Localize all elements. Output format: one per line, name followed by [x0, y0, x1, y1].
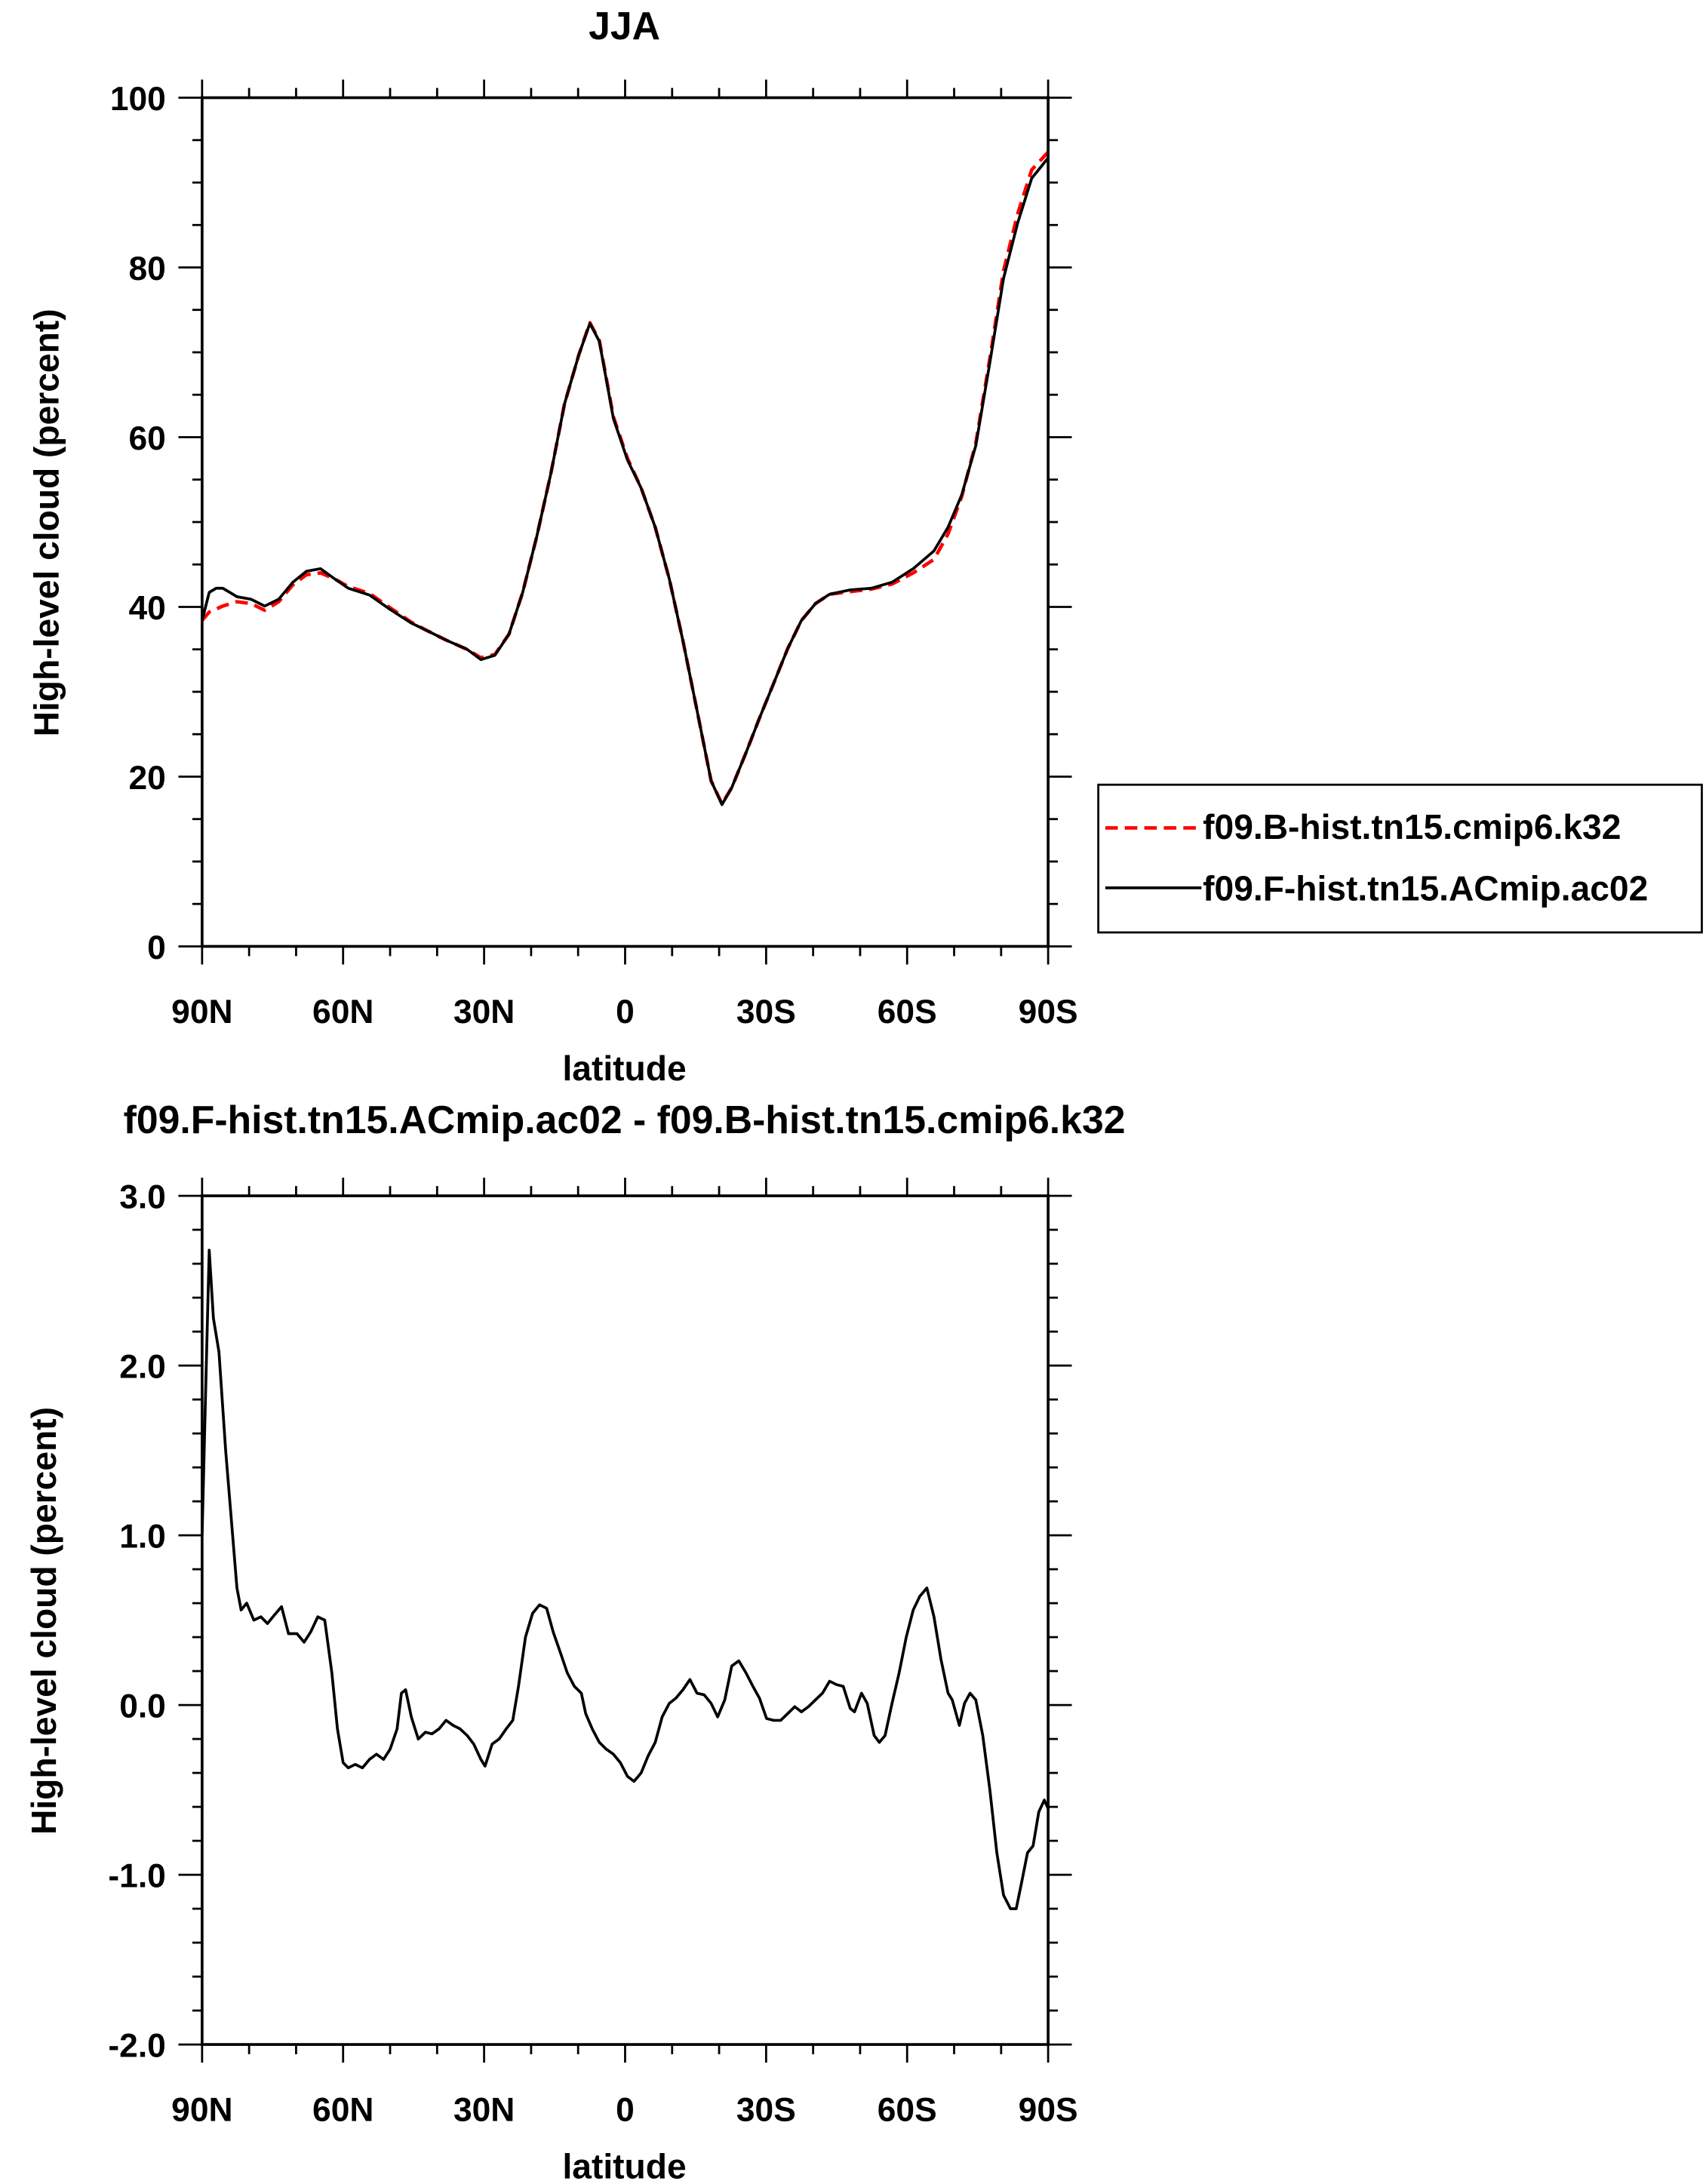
x-tick-label: 60N	[312, 994, 373, 1031]
y-tick-label: 40	[129, 590, 166, 627]
bottom-chart-title: f09.F-hist.tn15.ACmip.ac02 - f09.B-hist.…	[124, 1098, 1126, 1141]
x-tick-label: 30S	[736, 2092, 796, 2129]
y-tick-label: 60	[129, 420, 166, 457]
x-tick-label: 90S	[1019, 994, 1078, 1031]
bottom-x-axis-label: latitude	[562, 2146, 686, 2184]
x-tick-label: 60S	[878, 994, 937, 1031]
y-tick-label: 80	[129, 250, 166, 287]
top-panel: JJA 90N 60N 30N 0 30S 60S 90S 0 20 40 60 80 100 lati…	[27, 4, 1703, 1088]
x-tick-label: 60N	[312, 2092, 373, 2129]
bottom-y-axis-label: High-level cloud (percent)	[24, 1407, 63, 1835]
top-y-axis-label: High-level cloud (percent)	[27, 309, 66, 736]
y-tick-label: 1.0	[119, 1519, 166, 1556]
x-tick-label: 30N	[453, 2092, 515, 2129]
top-x-axis-label: latitude	[562, 1049, 686, 1088]
x-tick-label: 30S	[736, 994, 796, 1031]
y-tick-label: -1.0	[108, 1858, 165, 1895]
bottom-plot-frame	[201, 1194, 1050, 2046]
y-tick-label: 2.0	[119, 1349, 166, 1386]
legend: f09.B-hist.tn15.cmip6.k32 f09.F-hist.tn1…	[1097, 783, 1703, 934]
x-tick-label: 30N	[453, 994, 515, 1031]
bottom-tick-labels: 90N 60N 30N 0 30S 60S 90S -2.0 -1.0 0.0 1.0 2.0 3.0	[108, 1179, 1077, 2129]
legend-box	[1097, 783, 1703, 934]
x-tick-label: 0	[616, 2092, 635, 2129]
x-tick-label: 90S	[1019, 2092, 1078, 2129]
series-line-f09-B-hist-tn15-cmip6-k32	[201, 150, 1050, 806]
y-tick-label: 20	[129, 760, 166, 797]
series-line-f09-F-hist-tn15-ACmip-ac02	[201, 157, 1050, 806]
x-tick-label: 60S	[878, 2092, 937, 2129]
series-line-difference	[201, 1249, 1050, 1911]
y-tick-label: 0.0	[119, 1688, 166, 1725]
top-chart-title: JJA	[589, 4, 660, 48]
y-tick-label: -2.0	[108, 2028, 165, 2065]
legend-entry-F-hist: f09.F-hist.tn15.ACmip.ac02	[1203, 869, 1648, 908]
bottom-panel: f09.F-hist.tn15.ACmip.ac02 - f09.B-hist.…	[24, 1098, 1126, 2184]
y-tick-label: 3.0	[119, 1179, 166, 1216]
bottom-series	[201, 1249, 1050, 1911]
bottom-axis-ticks	[178, 1178, 1072, 2063]
x-tick-label: 0	[616, 994, 635, 1031]
top-axis-ticks	[178, 79, 1072, 965]
y-tick-label: 100	[110, 81, 166, 118]
y-tick-label: 0	[147, 929, 166, 966]
top-plot-frame	[201, 96, 1050, 948]
top-tick-labels: 90N 60N 30N 0 30S 60S 90S 0 20 40 60 80 100	[110, 81, 1078, 1031]
x-tick-label: 90N	[171, 994, 232, 1031]
legend-entry-B-hist: f09.B-hist.tn15.cmip6.k32	[1203, 807, 1621, 846]
top-series	[201, 150, 1050, 806]
x-tick-label: 90N	[171, 2092, 232, 2129]
